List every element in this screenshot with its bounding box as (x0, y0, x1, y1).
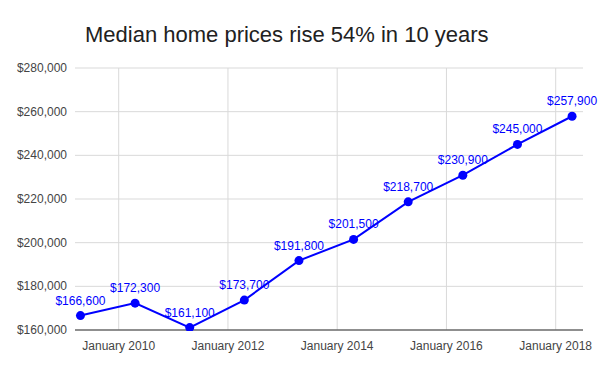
x-tick-label: January 2014 (301, 339, 374, 353)
y-grid-line (75, 199, 583, 200)
data-label: $173,700 (219, 278, 269, 292)
point (185, 323, 194, 331)
y-tick-label: $180,000 (17, 279, 67, 293)
x-grid-line (337, 68, 338, 330)
data-label: $166,600 (55, 294, 105, 308)
y-grid-line (75, 242, 583, 243)
data-label: $230,900 (438, 153, 488, 167)
point (568, 112, 577, 121)
chart-container: Median home prices rise 54% in 10 years $… (0, 0, 600, 371)
point (458, 171, 467, 180)
y-grid-line (75, 155, 583, 156)
grid (75, 68, 583, 330)
y-tick-label: $160,000 (17, 323, 67, 337)
y-tick-label: $260,000 (17, 105, 67, 119)
point (513, 140, 522, 149)
point (76, 311, 85, 320)
x-grid-line (446, 68, 447, 330)
point (404, 197, 413, 206)
data-label: $257,900 (547, 94, 597, 108)
line (80, 116, 572, 327)
y-grid-line (75, 111, 583, 112)
data-label: $191,800 (274, 239, 324, 253)
y-tick-label: $240,000 (17, 148, 67, 162)
x-tick-label: January 2012 (192, 339, 265, 353)
point (294, 256, 303, 265)
data-label: $218,700 (383, 180, 433, 194)
y-tick-label: $200,000 (17, 236, 67, 250)
x-tick-label: January 2018 (519, 339, 592, 353)
data-label: $201,500 (329, 217, 379, 231)
y-tick-label: $280,000 (17, 61, 67, 75)
point (240, 296, 249, 305)
x-tick-label: January 2010 (82, 339, 155, 353)
title: Median home prices rise 54% in 10 years (85, 22, 489, 47)
data-label: $161,100 (165, 306, 215, 320)
point (131, 299, 140, 308)
chart-svg: Median home prices rise 54% in 10 years $… (0, 0, 600, 371)
data-label: $172,300 (110, 281, 160, 295)
y-grid-line (75, 330, 583, 331)
data-label: $245,000 (492, 122, 542, 136)
y-tick-label: $220,000 (17, 192, 67, 206)
point (349, 235, 358, 244)
series (76, 112, 577, 331)
y-grid-line (75, 68, 583, 69)
x-axis-line (75, 330, 583, 331)
x-tick-label: January 2016 (410, 339, 483, 353)
